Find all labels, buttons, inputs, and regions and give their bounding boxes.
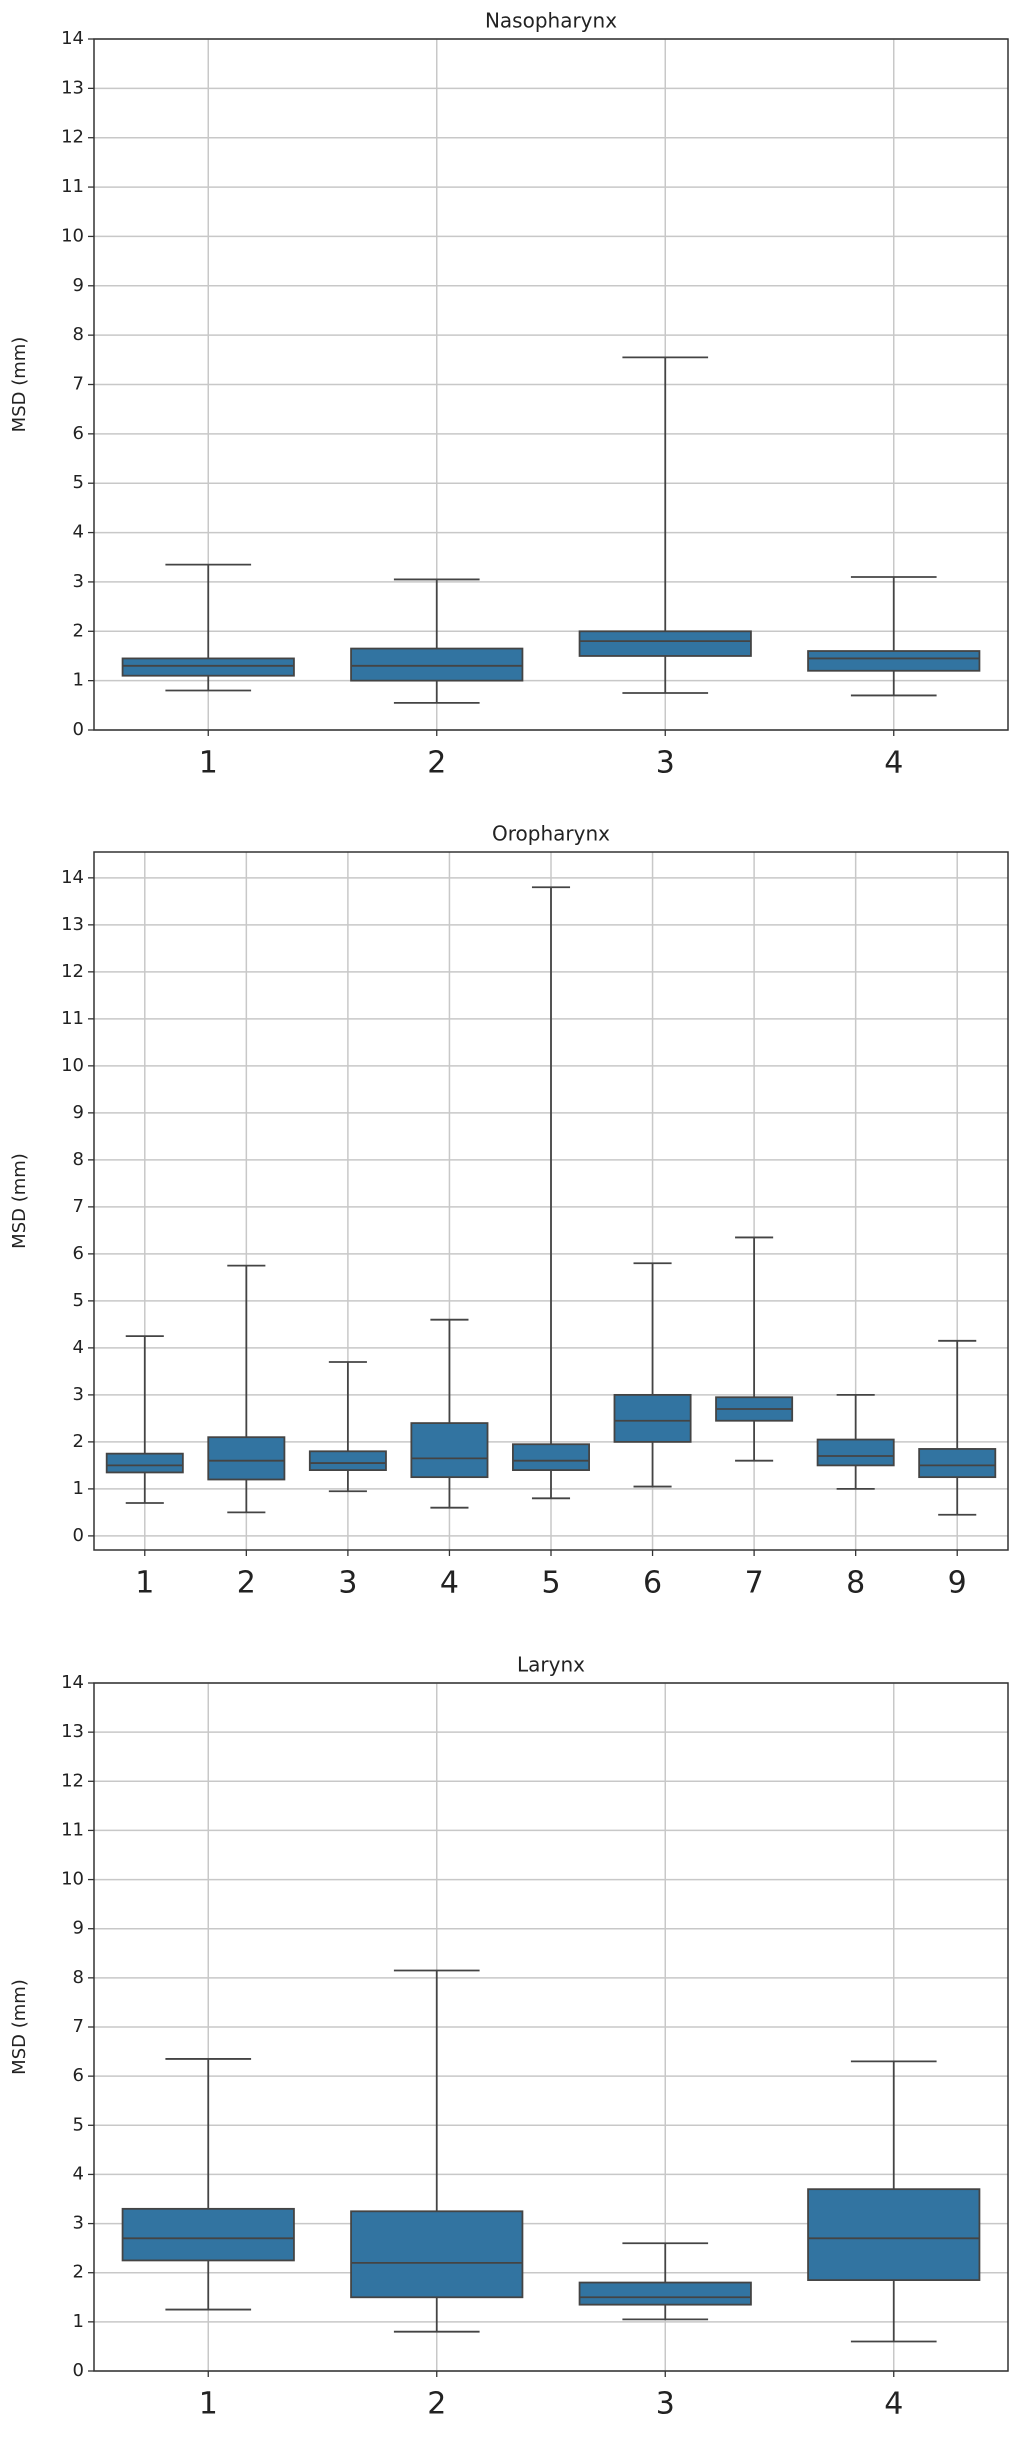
y-tick-label: 14 <box>61 28 84 49</box>
y-tick-label: 1 <box>73 2311 84 2332</box>
chart-title: Nasopharynx <box>485 9 617 33</box>
x-tick-label: 7 <box>745 1566 764 1601</box>
y-tick-label: 2 <box>73 2262 84 2283</box>
y-tick-label: 8 <box>73 1149 84 1170</box>
box <box>578 2281 752 2306</box>
plot-frame <box>93 38 1009 731</box>
y-tick-label: 9 <box>73 275 84 296</box>
x-tick-label: 4 <box>884 2387 903 2422</box>
y-tick-label: 1 <box>73 1478 84 1499</box>
chart-title: Oropharynx <box>492 822 610 846</box>
y-tick-label: 9 <box>73 1102 84 1123</box>
y-tick-label: 12 <box>61 961 84 982</box>
x-tick-label: 1 <box>199 2387 218 2422</box>
y-tick-label: 3 <box>73 571 84 592</box>
x-tick-label: 3 <box>656 2387 675 2422</box>
x-tick-label: 5 <box>541 1566 560 1601</box>
y-tick-label: 1 <box>73 670 84 691</box>
box <box>121 2207 295 2262</box>
y-tick-label: 3 <box>73 2213 84 2234</box>
y-tick-label: 8 <box>73 324 84 345</box>
box <box>613 1393 692 1443</box>
y-tick-label: 6 <box>73 1243 84 1264</box>
y-tick-label: 4 <box>73 2163 84 2184</box>
x-tick-label: 2 <box>427 746 446 781</box>
y-tick-label: 13 <box>61 77 84 98</box>
y-tick-label: 10 <box>61 225 84 246</box>
y-tick-label: 2 <box>73 620 84 641</box>
y-tick-label: 0 <box>73 719 84 740</box>
box <box>350 2210 524 2299</box>
x-tick-label: 6 <box>643 1566 662 1601</box>
box <box>410 1422 489 1479</box>
x-tick-label: 2 <box>237 1566 256 1601</box>
box <box>816 1438 895 1467</box>
chart-title: Larynx <box>517 1653 585 1677</box>
y-tick-label: 0 <box>73 2360 84 2381</box>
y-tick-label: 14 <box>61 1672 84 1693</box>
box <box>807 2188 981 2281</box>
x-tick-label: 8 <box>846 1566 865 1601</box>
y-tick-label: 5 <box>73 472 84 493</box>
y-tick-label: 3 <box>73 1384 84 1405</box>
y-tick-label: 6 <box>73 2065 84 2086</box>
box <box>512 1443 590 1471</box>
x-tick-label: 3 <box>656 746 675 781</box>
y-axis-label: MSD (mm) <box>9 337 30 433</box>
y-axis-label: MSD (mm) <box>9 1153 30 1249</box>
y-axis-label: MSD (mm) <box>9 1979 30 2075</box>
y-tick-label: 10 <box>61 1869 84 1890</box>
y-tick-label: 12 <box>61 1770 84 1791</box>
plot-frame <box>93 1682 1009 2372</box>
y-tick-label: 13 <box>61 914 84 935</box>
y-tick-label: 2 <box>73 1431 84 1452</box>
y-tick-label: 5 <box>73 2114 84 2135</box>
x-tick-label: 4 <box>884 746 903 781</box>
y-tick-label: 7 <box>73 1196 84 1217</box>
y-tick-label: 11 <box>61 1819 84 1840</box>
x-tick-label: 2 <box>427 2387 446 2422</box>
x-tick-label: 3 <box>338 1566 357 1601</box>
box <box>807 650 981 672</box>
x-tick-label: 1 <box>199 746 218 781</box>
y-tick-label: 11 <box>61 176 84 197</box>
y-tick-label: 5 <box>73 1290 84 1311</box>
y-tick-label: 12 <box>61 127 84 148</box>
box <box>918 1448 997 1479</box>
box <box>207 1436 286 1481</box>
y-tick-label: 11 <box>61 1008 84 1029</box>
y-tick-label: 14 <box>61 867 84 888</box>
y-tick-label: 4 <box>73 1337 84 1358</box>
y-tick-label: 13 <box>61 1721 84 1742</box>
y-tick-label: 4 <box>73 522 84 543</box>
y-tick-label: 9 <box>73 1918 84 1939</box>
box <box>308 1450 387 1471</box>
x-tick-label: 1 <box>135 1566 154 1601</box>
x-tick-label: 9 <box>948 1566 967 1601</box>
y-tick-label: 7 <box>73 374 84 395</box>
y-tick-label: 7 <box>73 2016 84 2037</box>
y-tick-label: 10 <box>61 1055 84 1076</box>
plot-frame <box>93 851 1009 1551</box>
y-tick-label: 0 <box>73 1525 84 1546</box>
box <box>578 630 752 657</box>
box <box>105 1452 184 1474</box>
y-tick-label: 6 <box>73 423 84 444</box>
x-tick-label: 4 <box>440 1566 459 1601</box>
box <box>350 647 524 682</box>
box <box>121 657 295 677</box>
y-tick-label: 8 <box>73 1967 84 1988</box>
